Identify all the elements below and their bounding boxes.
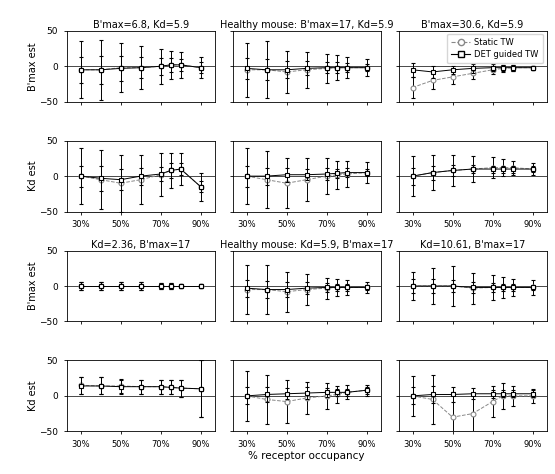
Y-axis label: Kd est: Kd est <box>28 381 38 411</box>
Title: Kd=2.36, B'max=17: Kd=2.36, B'max=17 <box>91 240 190 250</box>
Title: Healthy mouse: B'max=17, Kd=5.9: Healthy mouse: B'max=17, Kd=5.9 <box>220 20 393 30</box>
Title: Healthy mouse: Kd=5.9, B'max=17: Healthy mouse: Kd=5.9, B'max=17 <box>220 240 393 250</box>
Title: B'max=30.6, Kd=5.9: B'max=30.6, Kd=5.9 <box>421 20 524 30</box>
Legend: Static TW, DET guided TW: Static TW, DET guided TW <box>447 34 542 63</box>
Title: B'max=6.8, Kd=5.9: B'max=6.8, Kd=5.9 <box>93 20 189 30</box>
Y-axis label: B'max est: B'max est <box>28 42 38 91</box>
Title: Kd=10.61, B'max=17: Kd=10.61, B'max=17 <box>420 240 525 250</box>
X-axis label: % receptor occupancy: % receptor occupancy <box>249 451 365 462</box>
Y-axis label: B'max est: B'max est <box>28 262 38 310</box>
Y-axis label: Kd est: Kd est <box>28 161 38 191</box>
